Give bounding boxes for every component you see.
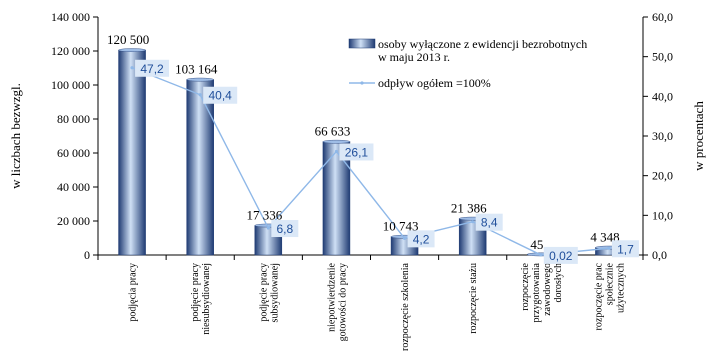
bars: [118, 48, 623, 257]
percentage-label-box: [543, 246, 578, 264]
category-label: dorosłych: [553, 263, 564, 302]
category-label: rozpoczęcie stażu: [468, 263, 479, 334]
percentage-point: [334, 149, 339, 154]
left-tick-label: 60 000: [57, 146, 90, 160]
percentage-label-box: [339, 143, 374, 161]
percentage-point: [402, 236, 407, 240]
legend-bar-swatch: [348, 38, 376, 49]
percentage-label-box: [203, 86, 238, 104]
percentage-label-box: [611, 240, 639, 258]
y2-axis-title: w procentach: [691, 101, 706, 171]
category-label: użytecznych: [615, 263, 626, 313]
category-label: rozpoczęcie prac: [593, 262, 604, 330]
bar-cap: [186, 77, 214, 82]
right-tick-label: 50,0: [652, 50, 673, 64]
category-label: rozpoczęcie: [520, 262, 531, 310]
category-label: społecznie: [604, 262, 615, 305]
right-tick-label: 30,0: [652, 129, 673, 143]
category-label: zawodowego: [542, 263, 553, 316]
percentage-point: [198, 93, 202, 97]
left-tick-label: 120 000: [51, 44, 90, 58]
right-tick-label: 60,0: [652, 10, 673, 24]
bar-value-label: 17 336: [246, 208, 282, 223]
percentage-value-label: 4,2: [413, 232, 430, 246]
percentage-value-label: 40,4: [209, 89, 233, 103]
category-label: przygotowania: [531, 262, 542, 322]
percentage-value-label: 26,1: [345, 145, 369, 159]
percentage-line: [131, 67, 610, 256]
percentage-point: [539, 253, 543, 257]
right-tick-label: 20,0: [652, 169, 673, 183]
left-tick-label: 20 000: [57, 214, 90, 228]
bar: [186, 79, 214, 256]
percentage-value-label: 6,8: [276, 222, 293, 236]
left-tick-label: 0: [84, 248, 90, 262]
percentage-value-label: 1,7: [617, 242, 634, 256]
bar: [118, 49, 146, 256]
bar-value-label: 103 164: [175, 62, 218, 77]
percentage-point: [607, 246, 611, 250]
category-label: rozpoczęcie szkolenia: [400, 262, 411, 351]
percentage-label-box: [475, 213, 503, 231]
bar-value-label: 120 500: [107, 32, 149, 47]
percentage-label-box: [407, 230, 435, 248]
left-tick-label: 140 000: [51, 10, 90, 24]
legend-line-label: odpływ ogółem =100%: [378, 76, 491, 90]
legend-bar-label: w maju 2013 r.: [378, 50, 450, 64]
bar-value-label: 45: [530, 237, 543, 252]
right-tick-label: 0,0: [652, 248, 667, 262]
bar-cap: [322, 139, 351, 144]
right-tick-label: 10,0: [652, 208, 673, 222]
percentage-value-label: 0,02: [549, 249, 573, 263]
category-label: gotowości do pracy: [337, 263, 348, 341]
left-tick-label: 100 000: [51, 78, 90, 92]
left-tick-label: 80 000: [57, 112, 90, 126]
category-label: podjęcia pracy: [128, 263, 139, 322]
category-label: podjęcie pracy: [190, 263, 201, 322]
legend-bar-label: osoby wyłączone z ewidencji bezrobotnych: [378, 37, 587, 51]
axes: 0 20 000 40 000 60 000 80 000 100 000 120 000 1…: [8, 10, 706, 351]
percentage-value-label: 47,2: [140, 62, 164, 76]
bar-value-label: 66 633: [315, 124, 351, 139]
right-tick-label: 40,0: [652, 89, 673, 103]
percentage-value-label: 8,4: [481, 216, 498, 230]
legend: osoby wyłączone z ewidencji bezrobotnych…: [348, 37, 587, 90]
category-label: niesubsydiowanej: [201, 263, 212, 335]
bar-value-label: 10 743: [383, 219, 419, 234]
category-label: subsydiowanej: [269, 263, 280, 322]
data-labels: 120 500 103 164 17 336 66 633 10 743 21 386 45…: [107, 32, 639, 264]
left-tick-label: 40 000: [57, 180, 90, 194]
percentage-point: [471, 220, 475, 224]
legend-line-marker: [360, 81, 364, 85]
percentage-point: [130, 66, 134, 70]
percentage-label-box: [271, 220, 299, 238]
category-label: podjęcie pracy: [258, 263, 269, 322]
bar-cap: [118, 48, 146, 52]
bar-value-label: 21 386: [451, 201, 487, 216]
y-axis-title: w liczbach bezwzgl.: [8, 83, 23, 189]
percentage-point: [266, 226, 270, 230]
percentage-label-box: [135, 59, 170, 77]
category-label: niepotwierdzenie: [326, 262, 337, 331]
percentage-line-series: [130, 66, 611, 257]
